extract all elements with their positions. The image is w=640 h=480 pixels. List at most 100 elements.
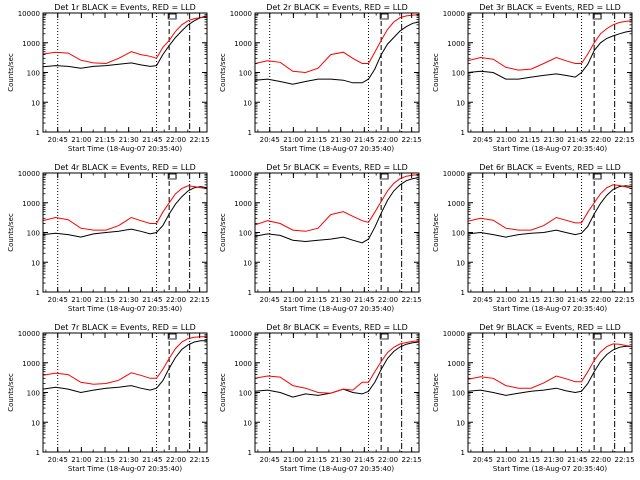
events-series-line xyxy=(255,21,419,85)
y-tick-label: 1 xyxy=(461,129,465,137)
y-tick-label: 10 xyxy=(243,99,252,107)
y-tick-label: 1 xyxy=(248,449,252,457)
y-tick-label: 100 xyxy=(239,230,252,238)
y-tick-label: 1 xyxy=(36,449,40,457)
axes-frame xyxy=(42,332,208,453)
chart-panel-1: Det 1r BLACK = Events, RED = LLD 1 10 100 10… xyxy=(7,3,210,153)
y-tick-label: 10000 xyxy=(230,10,252,18)
panel-title: Det 6r BLACK = Events, RED = LLD xyxy=(479,163,621,172)
chart-panel-6: Det 6r BLACK = Events, RED = LLD 1 10 100 10… xyxy=(432,163,635,313)
panel-plot-area xyxy=(468,173,632,292)
y-tick-label: 10 xyxy=(243,419,252,427)
x-tick-label: 22:00 xyxy=(378,456,398,464)
x-tick-label: 21:30 xyxy=(119,456,139,464)
x-tick-label: 21:45 xyxy=(354,296,374,304)
x-axis-label: Start Time (18-Aug-07 20:35:40) xyxy=(493,465,607,473)
y-tick-label: 10000 xyxy=(18,10,40,18)
x-tick-label: 22:15 xyxy=(615,296,635,304)
chart-panel-3: Det 3r BLACK = Events, RED = LLD 1 10 100 10… xyxy=(432,3,635,153)
panel-plot-area xyxy=(255,333,419,452)
x-tick-label: 20:45 xyxy=(260,136,280,144)
x-tick-label: 21:30 xyxy=(544,456,564,464)
y-axis-label: Counts/sec xyxy=(7,213,15,252)
panel-title: Det 9r BLACK = Events, RED = LLD xyxy=(479,323,621,332)
panel-title: Det 4r BLACK = Events, RED = LLD xyxy=(54,163,196,172)
events-series-line xyxy=(255,341,419,398)
y-tick-label: 10 xyxy=(31,99,40,107)
panel-plot-area xyxy=(255,13,419,132)
axes-frame xyxy=(42,172,208,293)
y-tick-label: 1 xyxy=(248,129,252,137)
x-axis-label: Start Time (18-Aug-07 20:35:40) xyxy=(68,465,182,473)
y-axis-label: Counts/sec xyxy=(432,53,440,92)
lld-series-line xyxy=(43,16,207,65)
panel-plot-area xyxy=(43,333,207,452)
events-series-line xyxy=(43,186,207,238)
panel-plot-area xyxy=(468,13,632,132)
x-tick-label: 22:15 xyxy=(190,136,210,144)
x-tick-label: 22:00 xyxy=(166,456,186,464)
y-axis-label: Counts/sec xyxy=(432,213,440,252)
chart-panel-9: Det 9r BLACK = Events, RED = LLD 1 10 100 10… xyxy=(432,323,635,473)
y-tick-label: 1 xyxy=(36,289,40,297)
x-tick-label: 20:45 xyxy=(48,456,68,464)
x-tick-label: 21:15 xyxy=(307,296,327,304)
x-tick-label: 20:45 xyxy=(473,456,493,464)
x-tick-label: 20:45 xyxy=(473,136,493,144)
lld-series-line xyxy=(468,20,632,71)
x-tick-label: 21:30 xyxy=(331,456,351,464)
panel-plot-area xyxy=(468,333,632,452)
x-tick-label: 21:00 xyxy=(496,136,516,144)
x-tick-label: 21:00 xyxy=(71,136,91,144)
y-tick-label: 1000 xyxy=(447,200,465,208)
y-tick-label: 100 xyxy=(27,390,40,398)
x-tick-label: 20:45 xyxy=(473,296,493,304)
x-axis-label: Start Time (18-Aug-07 20:35:40) xyxy=(280,145,394,153)
x-axis-label: Start Time (18-Aug-07 20:35:40) xyxy=(280,305,394,313)
x-tick-label: 21:00 xyxy=(71,456,91,464)
y-tick-label: 10 xyxy=(456,259,465,267)
events-series-line xyxy=(255,177,419,244)
x-tick-label: 22:00 xyxy=(166,296,186,304)
x-tick-label: 22:15 xyxy=(402,136,422,144)
y-tick-label: 1000 xyxy=(22,200,40,208)
x-tick-label: 21:00 xyxy=(496,456,516,464)
x-tick-label: 22:15 xyxy=(190,296,210,304)
y-tick-label: 100 xyxy=(239,390,252,398)
panel-title: Det 3r BLACK = Events, RED = LLD xyxy=(479,3,621,12)
events-series-line xyxy=(468,30,632,80)
y-tick-label: 10000 xyxy=(443,10,465,18)
y-tick-label: 10 xyxy=(31,419,40,427)
y-tick-label: 10 xyxy=(243,259,252,267)
x-tick-label: 20:45 xyxy=(260,456,280,464)
y-tick-label: 10000 xyxy=(230,330,252,338)
x-tick-label: 22:00 xyxy=(378,296,398,304)
x-tick-label: 20:45 xyxy=(260,296,280,304)
x-tick-label: 21:15 xyxy=(520,296,540,304)
chart-panel-5: Det 5r BLACK = Events, RED = LLD 1 10 100 10… xyxy=(219,163,422,313)
x-tick-label: 22:15 xyxy=(402,296,422,304)
x-tick-label: 21:15 xyxy=(95,136,115,144)
x-tick-label: 22:00 xyxy=(378,136,398,144)
chart-panel-7: Det 7r BLACK = Events, RED = LLD 1 10 100 10… xyxy=(7,323,210,473)
y-tick-label: 10000 xyxy=(443,330,465,338)
x-tick-label: 21:15 xyxy=(520,136,540,144)
x-axis-label: Start Time (18-Aug-07 20:35:40) xyxy=(493,145,607,153)
x-axis-label: Start Time (18-Aug-07 20:35:40) xyxy=(280,465,394,473)
y-tick-label: 1000 xyxy=(447,360,465,368)
y-tick-label: 100 xyxy=(452,390,465,398)
x-tick-label: 21:30 xyxy=(544,136,564,144)
x-tick-label: 22:15 xyxy=(615,456,635,464)
y-tick-label: 100 xyxy=(452,70,465,78)
x-axis-label: Start Time (18-Aug-07 20:35:40) xyxy=(493,305,607,313)
chart-panel-2: Det 2r BLACK = Events, RED = LLD 1 10 100 10… xyxy=(219,3,422,153)
lld-series-line xyxy=(255,174,419,232)
x-tick-label: 22:15 xyxy=(615,136,635,144)
y-tick-label: 1000 xyxy=(234,200,252,208)
x-tick-label: 22:15 xyxy=(190,456,210,464)
x-tick-label: 21:45 xyxy=(567,296,587,304)
y-tick-label: 100 xyxy=(27,230,40,238)
y-tick-label: 10000 xyxy=(18,170,40,178)
lld-series-line xyxy=(468,343,632,389)
